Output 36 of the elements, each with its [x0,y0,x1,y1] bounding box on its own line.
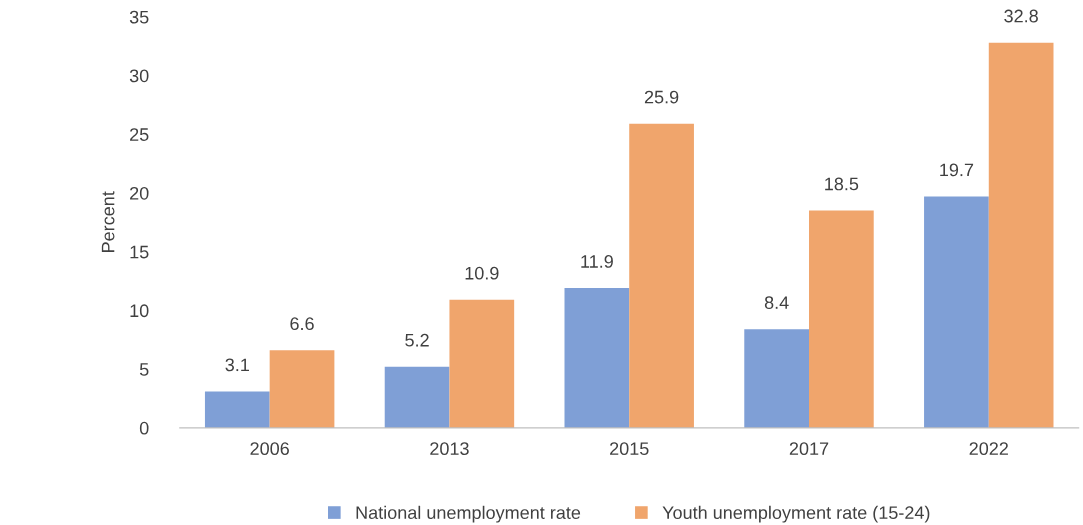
y-tick-label: 20 [130,186,149,200]
x-tick-label: 2017 [789,442,829,456]
bar [269,350,335,428]
data-label: 8.4 [764,296,789,309]
y-tick-label: 30 [129,69,149,83]
x-tick-label: 2015 [610,442,649,456]
data-label: 18.5 [825,177,859,191]
bar [564,288,630,428]
data-label: 11.9 [581,255,613,268]
data-label: 32.8 [1004,9,1038,23]
bar [204,391,270,428]
x-tick-label: 2006 [250,442,289,456]
bar [384,366,450,428]
bar [809,210,874,428]
data-label: 6.6 [290,317,314,331]
data-label: 25.9 [644,90,679,104]
data-label: 3.1 [225,358,249,372]
data-label: 5.2 [405,333,429,347]
data-label: 19.7 [940,163,974,177]
legend-label: National unemployment rate [356,505,581,523]
y-tick-label: 5 [139,363,149,376]
y-tick-label: 10 [130,304,149,318]
y-tick-label: 25 [130,128,149,141]
legend-label: Youth unemployment rate (15-24) [662,505,930,523]
y-tick-label: 0 [139,421,149,435]
y-tick-label: 35 [129,10,149,24]
bar [988,42,1054,428]
y-axis-title: Percent [101,191,115,252]
bar [449,299,515,428]
bar [924,196,989,428]
x-tick-label: 2022 [969,442,1008,456]
data-label: 10.9 [465,266,499,280]
y-tick-label: 15 [130,245,149,259]
bar [744,329,809,428]
bar [629,123,694,428]
x-tick-label: 2013 [430,442,469,456]
